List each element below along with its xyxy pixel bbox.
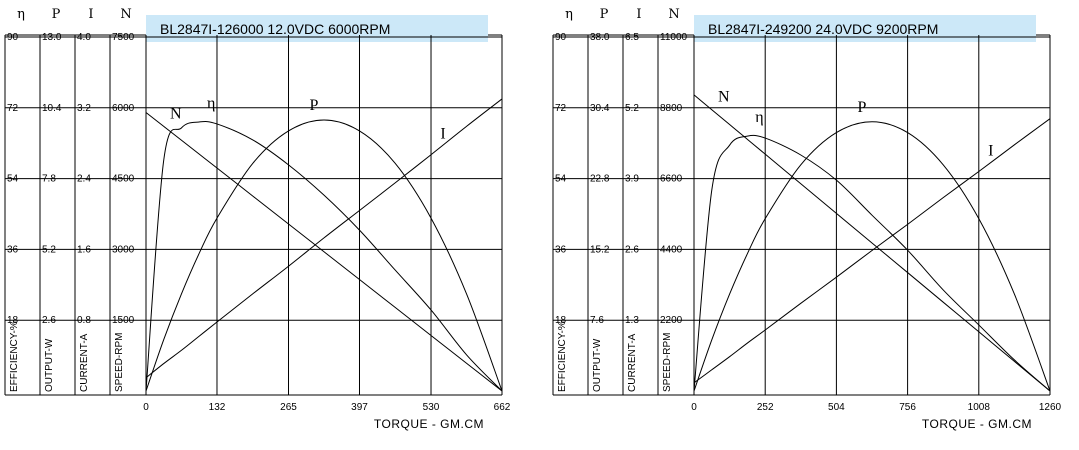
y-tick-label: 2200 xyxy=(660,315,683,326)
x-tick-label: 252 xyxy=(757,402,774,413)
x-tick-label: 265 xyxy=(280,402,297,413)
y-tick-label: 15.2 xyxy=(590,244,610,255)
y-tick-label: 4400 xyxy=(660,244,683,255)
x-tick-label: 1260 xyxy=(1039,402,1062,413)
y-tick-label: 30.4 xyxy=(590,103,610,114)
axis-symbol: N xyxy=(120,7,131,22)
curve xyxy=(145,119,503,392)
y-tick-label: 6000 xyxy=(112,103,135,114)
curve-label: P xyxy=(310,97,319,114)
y-tick-label: 38.0 xyxy=(590,32,610,43)
y-tick-label: 4.0 xyxy=(77,32,91,43)
curve xyxy=(693,121,1051,392)
y-tick-label: 2.4 xyxy=(77,174,91,185)
curve xyxy=(145,98,503,379)
x-axis-title: TORQUE - GM.CM xyxy=(922,417,1032,431)
curve xyxy=(145,120,503,392)
chart-title: BL2847I-126000 12.0VDC 6000RPM xyxy=(160,21,390,37)
y-tick-label: 7500 xyxy=(112,32,135,43)
axis-symbol: η xyxy=(565,7,573,22)
y-tick-label: 13.0 xyxy=(42,32,62,43)
y-tick-label: 8800 xyxy=(660,103,683,114)
y-tick-label: 1.6 xyxy=(77,244,91,255)
axis-title: OUTPUT-W xyxy=(592,338,603,392)
y-tick-label: 7.6 xyxy=(590,315,604,326)
axis-title: CURRENT-A xyxy=(79,333,90,392)
curve-label: η xyxy=(207,95,215,112)
y-tick-label: 2.6 xyxy=(625,244,639,255)
axis-symbol: P xyxy=(52,7,61,22)
chart-panel: BL2847I-126000 12.0VDC 6000RPM η EFFICIENC… xyxy=(4,7,511,431)
y-tick-label: 6.5 xyxy=(625,32,639,43)
y-tick-label: 5.2 xyxy=(42,244,56,255)
x-tick-label: 397 xyxy=(351,402,368,413)
x-tick-label: 132 xyxy=(209,402,226,413)
curve-label: N xyxy=(170,105,182,122)
y-tick-label: 3.2 xyxy=(77,103,91,114)
y-tick-label: 0.8 xyxy=(77,315,91,326)
axis-symbol: P xyxy=(600,7,609,22)
y-tick-label: 5.2 xyxy=(625,103,639,114)
axis-symbol: I xyxy=(88,7,93,22)
curve xyxy=(693,134,1051,392)
y-tick-label: 22.8 xyxy=(590,174,610,185)
curve-label: N xyxy=(718,89,730,106)
curve xyxy=(693,94,1051,392)
curve-label: η xyxy=(755,109,763,126)
x-tick-label: 756 xyxy=(899,402,916,413)
axis-title: EFFICIENCY-% xyxy=(557,321,568,392)
curve xyxy=(693,118,1051,384)
y-tick-label: 4500 xyxy=(112,174,135,185)
axis-title: CURRENT-A xyxy=(627,333,638,392)
axis-symbol: η xyxy=(17,7,25,22)
curve-label: P xyxy=(858,99,867,116)
axis-symbol: N xyxy=(668,7,679,22)
x-tick-label: 1008 xyxy=(968,402,991,413)
y-tick-label: 2.6 xyxy=(42,315,56,326)
y-tick-label: 7.8 xyxy=(42,174,56,185)
y-tick-label: 3000 xyxy=(112,244,135,255)
y-tick-label: 1.3 xyxy=(625,315,639,326)
chart-panel: BL2847I-249200 24.0VDC 9200RPM η EFFICIENC… xyxy=(552,7,1062,431)
axis-symbol: I xyxy=(636,7,641,22)
axis-title: SPEED-RPM xyxy=(114,333,125,392)
x-tick-label: 504 xyxy=(828,402,845,413)
x-tick-label: 530 xyxy=(423,402,440,413)
y-tick-label: 3.9 xyxy=(625,174,639,185)
x-tick-label: 0 xyxy=(691,402,697,413)
y-tick-label: 10.4 xyxy=(42,103,62,114)
x-axis-title: TORQUE - GM.CM xyxy=(374,417,484,431)
curve-label: I xyxy=(988,143,993,160)
axis-title: OUTPUT-W xyxy=(44,338,55,392)
axis-title: EFFICIENCY-% xyxy=(9,321,20,392)
curve-label: I xyxy=(440,126,445,143)
curve xyxy=(145,112,503,392)
x-tick-label: 0 xyxy=(143,402,149,413)
axis-title: SPEED-RPM xyxy=(662,333,673,392)
chart-title: BL2847I-249200 24.0VDC 9200RPM xyxy=(708,21,938,37)
y-tick-label: 1500 xyxy=(112,315,135,326)
y-tick-label: 11000 xyxy=(660,32,688,43)
y-tick-label: 6600 xyxy=(660,174,683,185)
x-tick-label: 662 xyxy=(494,402,511,413)
